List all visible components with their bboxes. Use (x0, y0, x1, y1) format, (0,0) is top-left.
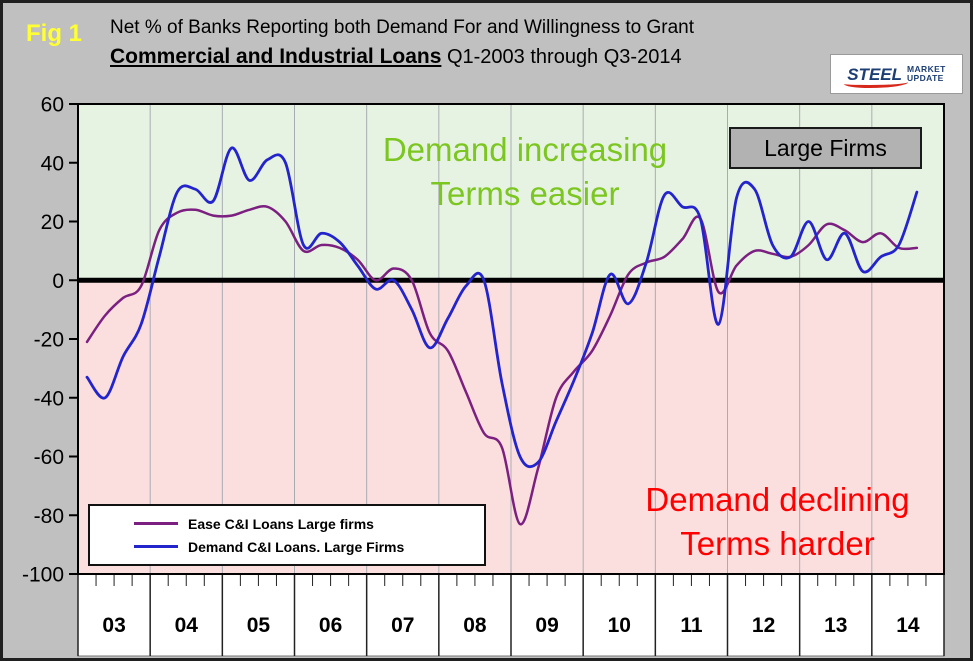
svg-text:-40: -40 (34, 387, 64, 410)
svg-text:09: 09 (535, 614, 558, 637)
svg-text:14: 14 (896, 614, 920, 637)
annotation-demand-declining-line1: Demand declining (645, 481, 910, 518)
svg-text:10: 10 (608, 614, 631, 637)
svg-text:05: 05 (247, 614, 271, 637)
legend-label-demand: Demand C&I Loans. Large Firms (188, 538, 405, 555)
svg-text:40: 40 (41, 152, 64, 175)
svg-text:-20: -20 (34, 329, 64, 352)
chart-title-line1: Net % of Banks Reporting both Demand For… (110, 17, 695, 38)
legend-item-demand: Demand C&I Loans. Large Firms (134, 539, 484, 555)
svg-text:-100: -100 (22, 564, 64, 587)
chart-title-emphasis: Commercial and Industrial Loans (110, 45, 442, 68)
svg-text:-60: -60 (34, 446, 64, 469)
annotation-demand-increasing-line2: Terms easier (430, 174, 620, 212)
chart-title-range: Q1-2003 through Q3-2014 (441, 46, 682, 68)
annotation-demand-declining-line2: Terms harder (680, 524, 875, 562)
logo-market-update-text: MARKET UPDATE (907, 63, 946, 84)
annotation-demand-declining: Demand declining Terms harder (585, 478, 970, 565)
svg-text:12: 12 (752, 614, 775, 637)
steel-market-update-logo: STEEL MARKET UPDATE (830, 54, 963, 94)
chart-title-line2: Commercial and Industrial Loans Q1-2003 … (110, 45, 682, 69)
logo-update-word: UPDATE (907, 73, 944, 83)
svg-text:07: 07 (391, 614, 414, 637)
legend-line-swatch-demand (134, 545, 178, 548)
svg-text:06: 06 (319, 614, 342, 637)
svg-text:03: 03 (102, 614, 125, 637)
svg-text:11: 11 (680, 614, 703, 637)
legend-item-ease: Ease C&I Loans Large firms (134, 516, 484, 532)
large-firms-badge: Large Firms (729, 127, 922, 169)
chart-legend: Ease C&I Loans Large firms Demand C&I Lo… (88, 504, 486, 566)
svg-text:20: 20 (41, 211, 64, 234)
annotation-demand-increasing: Demand increasing Terms easier (330, 128, 720, 215)
logo-steel-text: STEEL (844, 64, 908, 88)
svg-text:60: 60 (41, 94, 64, 117)
legend-line-swatch-ease (134, 522, 178, 525)
svg-text:13: 13 (824, 614, 847, 637)
figure-number-label: Fig 1 (26, 20, 83, 47)
svg-text:04: 04 (175, 614, 199, 637)
svg-text:-80: -80 (34, 505, 64, 528)
svg-text:08: 08 (463, 614, 487, 637)
logo-market-word: MARKET (907, 63, 946, 74)
legend-label-ease: Ease C&I Loans Large firms (188, 515, 374, 532)
svg-text:0: 0 (52, 270, 64, 293)
annotation-demand-increasing-line1: Demand increasing (382, 131, 668, 168)
